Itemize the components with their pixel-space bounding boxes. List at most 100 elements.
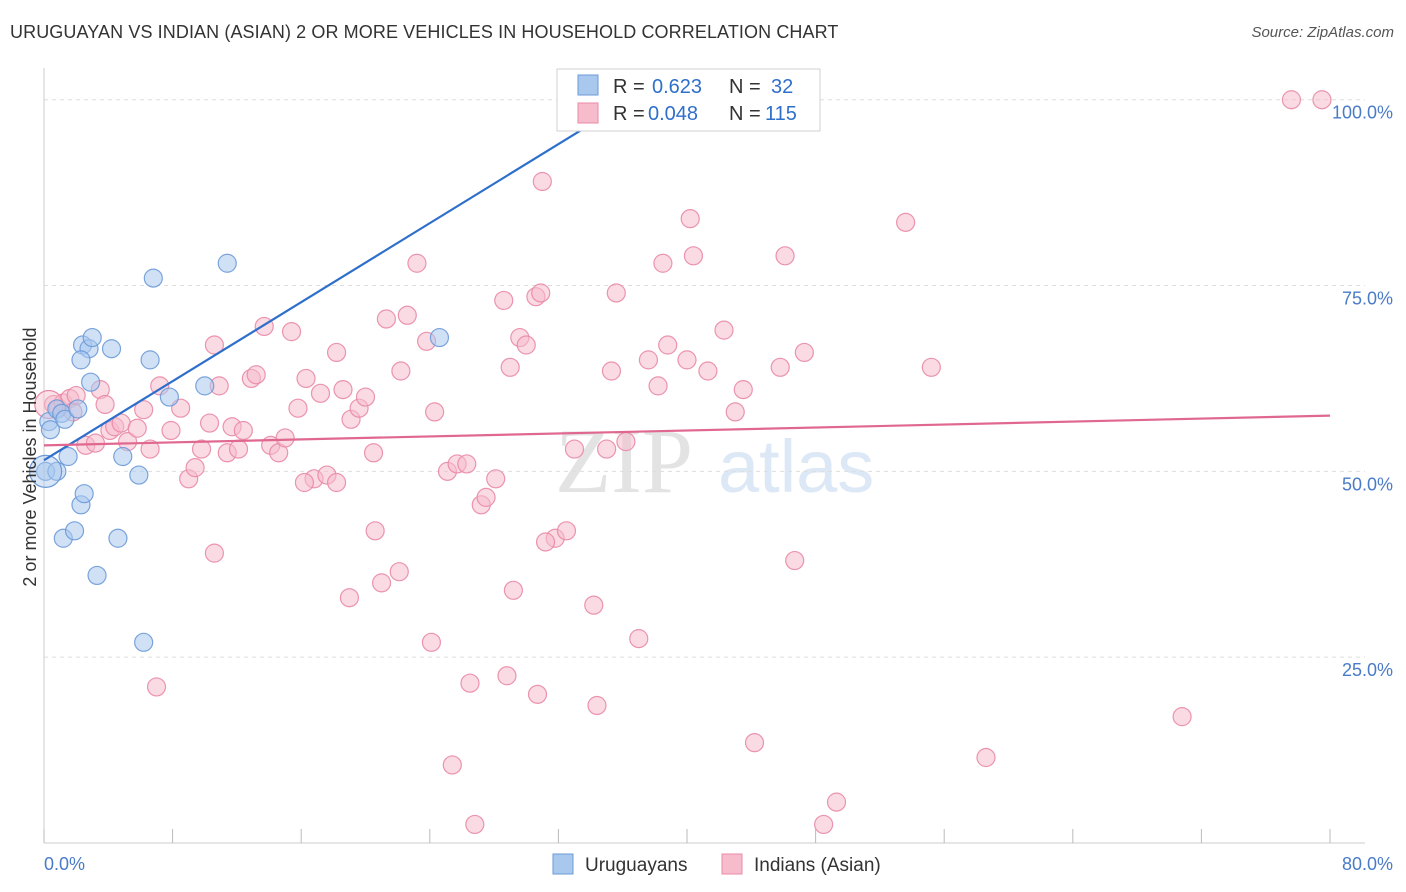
uruguayans-point-27 bbox=[159, 387, 179, 407]
indians-point-91 bbox=[794, 342, 814, 363]
x-tick-label-1: 80.0% bbox=[1342, 854, 1393, 874]
uruguayans-point-17 bbox=[217, 253, 237, 273]
indians-point-99 bbox=[1312, 90, 1332, 110]
uruguayans-point-16 bbox=[143, 268, 163, 288]
indians-point-65 bbox=[531, 283, 551, 303]
indians-point-28 bbox=[228, 439, 249, 459]
indians-point-109 bbox=[442, 755, 462, 775]
series-legend: Uruguayans Indians (Asian) bbox=[552, 853, 881, 876]
indians-point-31 bbox=[246, 365, 266, 385]
correlation-legend: R = 0.623 N = 32 R = 0.048 N = 115 bbox=[556, 68, 821, 132]
indians-point-85 bbox=[725, 402, 745, 422]
legend-r-value-2: 0.048 bbox=[648, 103, 698, 125]
indians-point-97 bbox=[1172, 707, 1192, 727]
y-axis-title: 2 or more Vehicles in Household bbox=[20, 327, 40, 586]
indians-point-96 bbox=[976, 747, 996, 768]
indians-point-73 bbox=[606, 283, 626, 303]
indians-point-47 bbox=[363, 443, 384, 463]
legend-n-label-2: N = bbox=[729, 103, 761, 125]
indians-point-94 bbox=[896, 212, 916, 232]
indians-points bbox=[34, 90, 1332, 835]
indians-point-75 bbox=[629, 629, 649, 649]
indians-point-37 bbox=[288, 398, 308, 418]
uruguayans-point-24 bbox=[108, 528, 128, 548]
indians-point-69 bbox=[564, 439, 585, 459]
indians-point-81 bbox=[680, 209, 700, 229]
uruguayans-point-9 bbox=[81, 372, 101, 392]
indians-point-111 bbox=[465, 814, 485, 835]
indians-point-60 bbox=[494, 290, 514, 311]
uruguayans-point-14 bbox=[101, 339, 122, 359]
legend-r-label-2: R = bbox=[613, 103, 645, 125]
indians-point-42 bbox=[326, 342, 347, 363]
indians-point-101 bbox=[204, 543, 224, 563]
indians-point-83 bbox=[698, 361, 718, 381]
indians-point-46 bbox=[355, 387, 376, 407]
indians-point-58 bbox=[476, 487, 496, 507]
indians-trend-line bbox=[43, 414, 1331, 447]
watermark-zip: ZIP bbox=[555, 410, 693, 512]
bottom-legend-label-uruguayans: Uruguayans bbox=[585, 855, 687, 876]
indians-point-108 bbox=[421, 632, 442, 652]
indians-point-77 bbox=[648, 376, 668, 396]
indians-point-98 bbox=[1281, 90, 1302, 110]
y-tick-label-50: 50.0% bbox=[1342, 474, 1393, 494]
indians-point-36 bbox=[281, 322, 302, 342]
legend-n-label-1: N = bbox=[729, 76, 761, 98]
indians-point-102 bbox=[294, 472, 315, 493]
legend-swatch-indians bbox=[577, 102, 599, 124]
indians-point-61 bbox=[500, 357, 520, 377]
indians-point-106 bbox=[371, 573, 392, 593]
indians-point-16 bbox=[140, 439, 160, 459]
indians-point-68 bbox=[556, 521, 577, 541]
uruguayans-point-7 bbox=[58, 446, 78, 467]
indians-point-50 bbox=[397, 305, 417, 325]
chart-title: URUGUAYAN VS INDIAN (ASIAN) 2 OR MORE VE… bbox=[10, 22, 839, 42]
y-tick-label-75: 75.0% bbox=[1342, 289, 1393, 309]
indians-point-38 bbox=[296, 368, 316, 389]
bottom-legend-label-indians: Indians (Asian) bbox=[754, 855, 881, 876]
uruguayans-point-26 bbox=[134, 632, 154, 652]
uruguayans-point-21 bbox=[74, 484, 94, 504]
bottom-legend-swatch-indians bbox=[721, 853, 743, 875]
legend-r-value-1: 0.623 bbox=[652, 76, 702, 98]
uruguayans-point-18 bbox=[113, 446, 133, 467]
indians-point-21 bbox=[185, 458, 205, 478]
uruguayans-point-5 bbox=[55, 409, 75, 429]
indians-point-104 bbox=[339, 588, 360, 608]
legend-swatch-uruguayans bbox=[577, 74, 599, 96]
indians-point-66 bbox=[532, 171, 552, 192]
indians-point-87 bbox=[744, 733, 765, 753]
indians-point-35 bbox=[275, 428, 295, 448]
indians-point-100 bbox=[146, 677, 167, 697]
uruguayans-point-29 bbox=[429, 327, 450, 348]
uruguayans-point-28 bbox=[195, 376, 215, 396]
trend-lines bbox=[43, 83, 1331, 462]
indians-point-95 bbox=[921, 357, 941, 377]
uruguayans-point-25 bbox=[87, 565, 107, 586]
indians-point-53 bbox=[425, 402, 445, 422]
indians-point-84 bbox=[714, 320, 734, 340]
indians-point-90 bbox=[785, 550, 805, 571]
indians-point-63 bbox=[516, 335, 536, 355]
uruguayans-point-13 bbox=[82, 327, 102, 348]
legend-n-value-2: 115 bbox=[765, 103, 797, 125]
indians-point-59 bbox=[486, 469, 506, 489]
zipatlas-watermark: ZIP atlas bbox=[555, 410, 874, 512]
indians-point-49 bbox=[391, 361, 411, 381]
indians-point-48 bbox=[376, 309, 396, 329]
indians-point-115 bbox=[535, 532, 556, 552]
indians-point-40 bbox=[310, 383, 331, 403]
indians-point-56 bbox=[457, 454, 477, 474]
uruguayans-point-19 bbox=[129, 465, 149, 485]
indians-point-78 bbox=[653, 253, 673, 273]
indians-point-79 bbox=[658, 335, 678, 355]
indians-point-51 bbox=[407, 253, 427, 273]
indians-point-23 bbox=[199, 413, 220, 433]
legend-n-value-1: 32 bbox=[771, 76, 793, 98]
indians-point-9 bbox=[95, 394, 115, 415]
bottom-legend-swatch-uruguayans bbox=[552, 853, 574, 875]
indians-point-88 bbox=[770, 357, 790, 377]
uruguayans-point-2 bbox=[40, 420, 61, 440]
indians-point-92 bbox=[814, 814, 834, 835]
